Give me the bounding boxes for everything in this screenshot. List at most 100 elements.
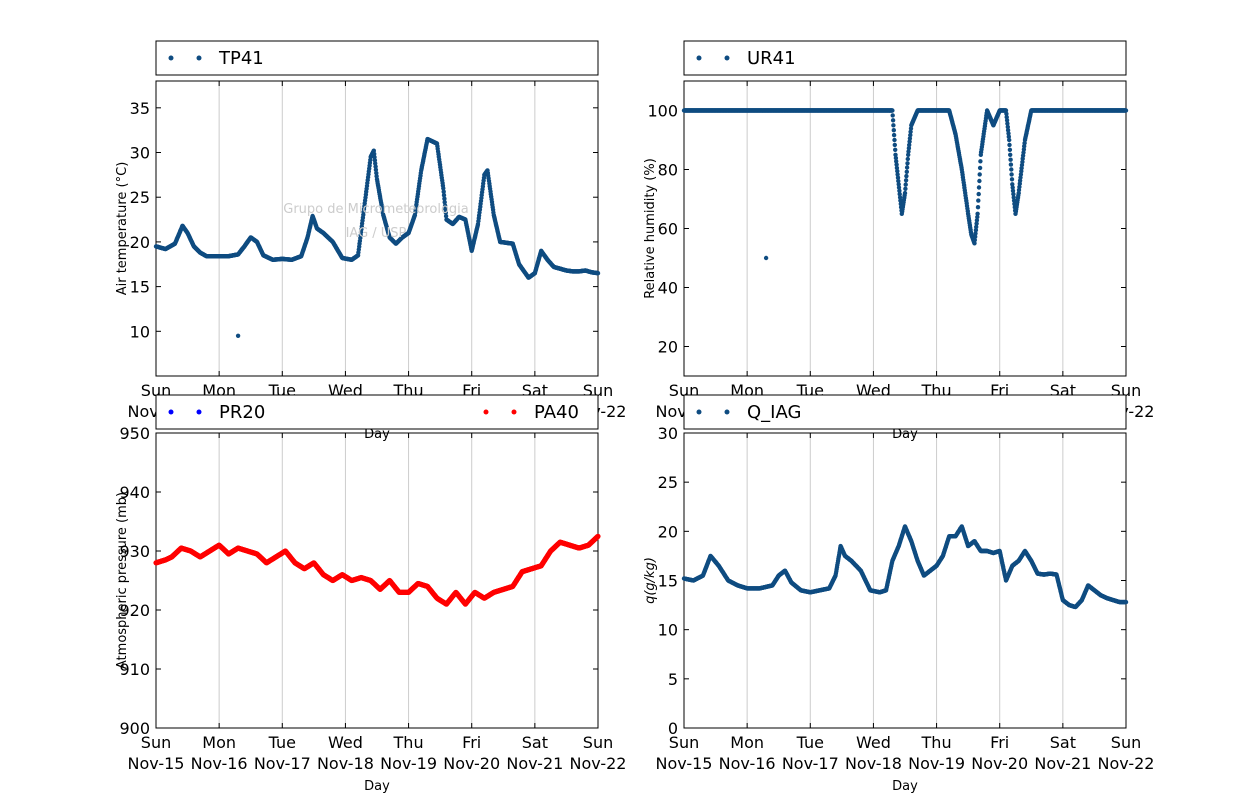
y-tick-label: 20 xyxy=(658,522,678,541)
x-axis-label: Day xyxy=(364,427,390,442)
data-point xyxy=(976,198,981,203)
series-TP41 xyxy=(153,136,601,280)
data-point xyxy=(1007,142,1012,148)
data-point xyxy=(890,118,896,123)
chart-panel-1: 101520253035SunNov-15MonNov-16TueNov-17W… xyxy=(115,40,626,442)
x-tick-label: Nov-15 xyxy=(656,754,713,773)
data-point xyxy=(235,333,241,338)
legend-marker xyxy=(196,55,202,61)
x-axis-label: Day xyxy=(892,427,918,442)
data-point xyxy=(442,196,447,201)
y-tick-label: 20 xyxy=(130,233,150,252)
x-tick-label: Nov-18 xyxy=(845,754,902,773)
data-point xyxy=(892,137,897,143)
data-point xyxy=(890,113,895,118)
data-point xyxy=(595,533,601,539)
chart-panel-3: 900910920930940950SunNov-15MonNov-16TueN… xyxy=(115,394,627,794)
data-point xyxy=(1009,167,1014,172)
data-point xyxy=(904,165,910,170)
x-tick-label: Nov-21 xyxy=(1034,754,1091,773)
data-point xyxy=(373,161,378,166)
x-tick-label: Fri xyxy=(462,733,481,752)
y-tick-label: 15 xyxy=(658,572,678,591)
data-point xyxy=(441,189,446,194)
y-axis-label: q(g/kg) xyxy=(643,557,658,604)
y-axis-label: Air temperature (°C) xyxy=(115,162,130,296)
axes-frame xyxy=(155,80,599,377)
x-tick-label: Sat xyxy=(1050,733,1076,752)
legend-frame xyxy=(155,40,599,76)
y-tick-label: 35 xyxy=(130,99,150,118)
x-tick-label: Nov-19 xyxy=(908,754,965,773)
legend: TP41 xyxy=(155,40,599,76)
data-point xyxy=(891,128,896,133)
x-tick-label: Sun xyxy=(141,733,171,752)
data-point xyxy=(1008,162,1014,167)
x-tick-label: Nov-22 xyxy=(570,754,627,773)
data-point xyxy=(905,161,910,166)
x-tick-label: Sun xyxy=(1111,733,1141,752)
x-tick-label: Thu xyxy=(921,733,952,752)
data-point xyxy=(975,211,980,216)
data-point xyxy=(904,173,909,179)
y-tick-label: 100 xyxy=(647,102,678,121)
data-point xyxy=(442,200,447,205)
data-point xyxy=(372,151,377,157)
data-point xyxy=(595,271,601,276)
y-tick-label: 20 xyxy=(658,338,678,357)
data-point xyxy=(893,147,898,152)
legend-marker xyxy=(483,409,489,415)
data-point xyxy=(763,255,769,261)
x-tick-label: Tue xyxy=(268,733,296,752)
legend-label: PA40 xyxy=(534,402,579,423)
y-tick-label: 30 xyxy=(658,424,678,443)
x-tick-label: Wed xyxy=(856,733,891,752)
legend-label: TP41 xyxy=(218,48,264,69)
y-tick-label: 25 xyxy=(658,473,678,492)
data-point xyxy=(1009,177,1015,182)
data-point xyxy=(443,210,448,215)
legend: UR41 xyxy=(683,40,1127,76)
x-tick-label: Nov-15 xyxy=(128,754,185,773)
legend-marker xyxy=(724,55,730,61)
data-point xyxy=(904,169,909,174)
x-axis-label: Day xyxy=(892,779,918,794)
x-tick-label: Nov-20 xyxy=(971,754,1028,773)
x-tick-label: Nov-17 xyxy=(782,754,839,773)
legend-marker xyxy=(511,409,517,415)
data-point xyxy=(443,213,449,219)
y-axis-label: Atmospheric pressure (mb) xyxy=(115,492,130,669)
x-tick-label: Nov-16 xyxy=(719,754,776,773)
x-tick-label: Fri xyxy=(990,733,1009,752)
axes-frame xyxy=(683,80,1127,377)
data-point xyxy=(373,164,378,169)
data-point xyxy=(374,170,379,176)
x-tick-label: Mon xyxy=(730,733,764,752)
x-tick-label: Sun xyxy=(583,733,613,752)
data-point xyxy=(441,193,447,198)
legend-label: UR41 xyxy=(747,48,796,69)
x-tick-label: Sat xyxy=(522,733,548,752)
data-point xyxy=(892,142,897,148)
x-axis-label: Day xyxy=(364,779,390,794)
y-tick-label: 80 xyxy=(658,161,678,180)
data-point xyxy=(1007,147,1013,152)
x-tick-label: Nov-17 xyxy=(254,754,311,773)
data-point xyxy=(977,178,982,184)
series-Q_IAG xyxy=(681,524,1129,610)
data-point xyxy=(891,132,897,138)
y-tick-label: 25 xyxy=(130,188,150,207)
y-tick-label: 40 xyxy=(658,279,678,298)
y-tick-label: 10 xyxy=(130,322,150,341)
y-tick-label: 15 xyxy=(130,278,150,297)
data-point xyxy=(1009,172,1014,177)
x-tick-label: Nov-20 xyxy=(443,754,500,773)
x-tick-label: Nov-19 xyxy=(380,754,437,773)
series-outlier xyxy=(235,333,241,338)
legend: PR20 PA40 xyxy=(155,394,599,430)
data-point xyxy=(1007,137,1012,143)
x-tick-label: Tue xyxy=(796,733,824,752)
y-tick-label: 10 xyxy=(658,621,678,640)
data-point xyxy=(890,108,895,113)
